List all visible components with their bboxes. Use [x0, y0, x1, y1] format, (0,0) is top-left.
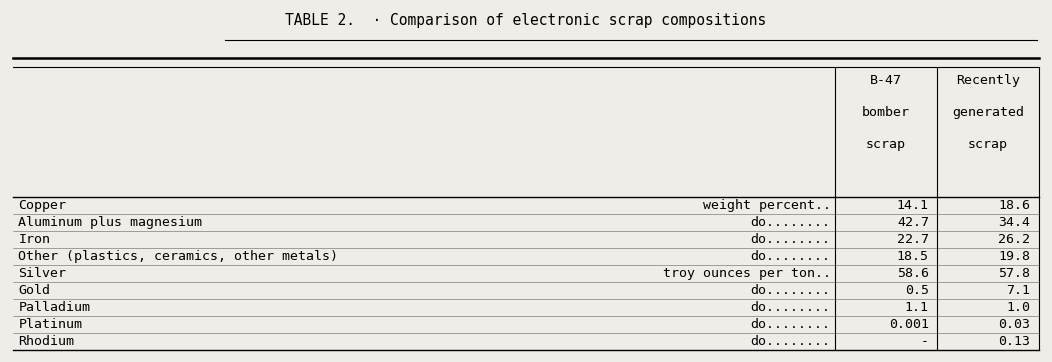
- Text: scrap: scrap: [968, 138, 1008, 151]
- Text: 0.13: 0.13: [998, 335, 1030, 348]
- Text: Silver: Silver: [19, 267, 66, 280]
- Text: 0.001: 0.001: [889, 318, 929, 331]
- Text: 18.5: 18.5: [897, 250, 929, 263]
- Text: troy ounces per ton..: troy ounces per ton..: [663, 267, 830, 280]
- Text: Aluminum plus magnesium: Aluminum plus magnesium: [19, 216, 202, 229]
- Text: bomber: bomber: [862, 106, 910, 119]
- Text: Recently: Recently: [956, 74, 1020, 87]
- Text: do........: do........: [750, 250, 830, 263]
- Text: weight percent..: weight percent..: [703, 199, 830, 212]
- Text: B-47: B-47: [870, 74, 902, 87]
- Text: Palladium: Palladium: [19, 301, 90, 314]
- Text: 7.1: 7.1: [1007, 284, 1030, 297]
- Text: 42.7: 42.7: [897, 216, 929, 229]
- Text: Gold: Gold: [19, 284, 50, 297]
- Text: 19.8: 19.8: [998, 250, 1030, 263]
- Text: Copper: Copper: [19, 199, 66, 212]
- Text: -: -: [920, 335, 929, 348]
- Text: 22.7: 22.7: [897, 233, 929, 246]
- Text: 1.1: 1.1: [905, 301, 929, 314]
- Text: 0.5: 0.5: [905, 284, 929, 297]
- Text: 14.1: 14.1: [897, 199, 929, 212]
- Text: Other (plastics, ceramics, other metals): Other (plastics, ceramics, other metals): [19, 250, 339, 263]
- Text: Platinum: Platinum: [19, 318, 82, 331]
- Text: do........: do........: [750, 284, 830, 297]
- Text: do........: do........: [750, 233, 830, 246]
- Text: do........: do........: [750, 216, 830, 229]
- Text: 18.6: 18.6: [998, 199, 1030, 212]
- Text: generated: generated: [952, 106, 1024, 119]
- Text: 57.8: 57.8: [998, 267, 1030, 280]
- Text: Rhodium: Rhodium: [19, 335, 75, 348]
- Text: do........: do........: [750, 301, 830, 314]
- Text: 58.6: 58.6: [897, 267, 929, 280]
- Text: 26.2: 26.2: [998, 233, 1030, 246]
- Text: do........: do........: [750, 318, 830, 331]
- Text: do........: do........: [750, 335, 830, 348]
- Text: scrap: scrap: [866, 138, 906, 151]
- Text: Iron: Iron: [19, 233, 50, 246]
- Text: 1.0: 1.0: [1007, 301, 1030, 314]
- Text: TABLE 2.  · Comparison of electronic scrap compositions: TABLE 2. · Comparison of electronic scra…: [285, 13, 767, 29]
- Text: 34.4: 34.4: [998, 216, 1030, 229]
- Text: 0.03: 0.03: [998, 318, 1030, 331]
